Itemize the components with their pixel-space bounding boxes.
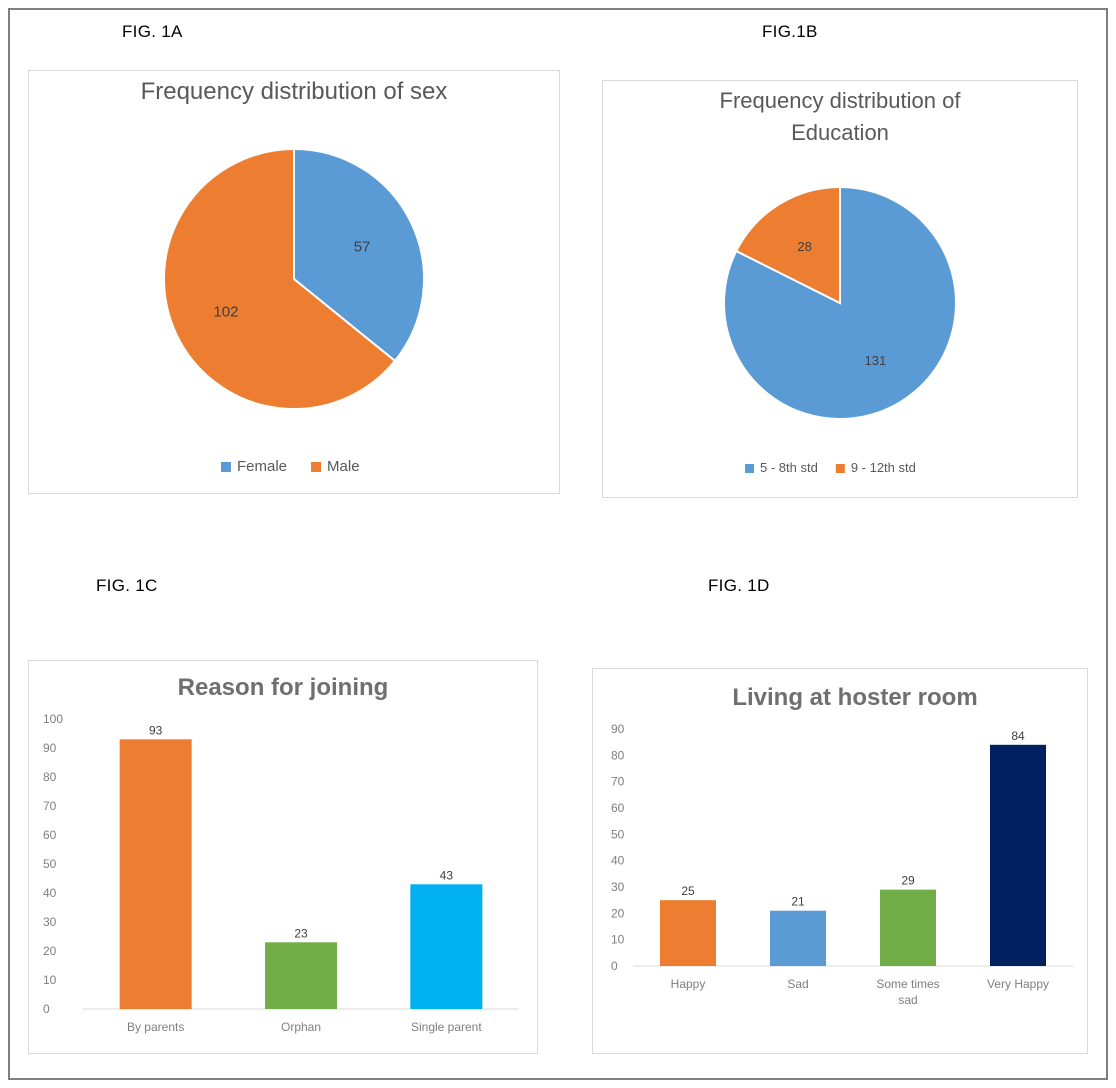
data-label: 23 <box>294 926 308 940</box>
x-tick-label: sad <box>898 993 917 1007</box>
y-tick-label: 80 <box>43 770 57 784</box>
legend-swatch <box>311 462 322 472</box>
y-tick-label: 40 <box>43 886 57 900</box>
legend-entry: 9 - 12th std <box>851 460 916 475</box>
y-tick-label: 30 <box>611 880 625 894</box>
legend-entry: 5 - 8th std <box>760 460 818 475</box>
bar-chart-living-at-hoster-room: Living at hoster room 0 10 20 30 40 50 60 70 80 90… <box>611 684 1073 1007</box>
data-label: 93 <box>149 723 163 737</box>
y-tick-label: 80 <box>611 748 625 762</box>
y-tick-label: 60 <box>43 828 57 842</box>
legend-entry: Male <box>327 458 360 475</box>
pie-chart-education: Frequency distribution of Education 131 28 5… <box>720 88 962 475</box>
bar-chart-reason-for-joining: Reason for joining 0 10 20 30 40 50 60 70 80 90 100… <box>43 674 519 1034</box>
x-tick-label: Some times <box>876 977 939 991</box>
pie-slice <box>734 185 841 305</box>
y-tick-label: 20 <box>43 944 57 958</box>
chart-title: Frequency distribution of <box>720 88 962 113</box>
data-label: 131 <box>865 353 887 368</box>
legend-swatch <box>745 464 754 473</box>
chart-panel-reason-for-joining: Reason for joining 0 10 20 30 40 50 60 70 80 90 100… <box>28 660 538 1054</box>
pie-slice <box>723 185 957 420</box>
y-tick-label: 0 <box>611 959 618 973</box>
data-label: 29 <box>901 874 915 888</box>
bar <box>410 884 483 1009</box>
x-tick-label: Orphan <box>281 1020 321 1034</box>
chart-title: Frequency distribution of sex <box>141 78 448 105</box>
chart-title: Education <box>791 120 889 145</box>
fig-1c-label: FIG. 1C <box>96 576 158 595</box>
chart-panel-sex: Frequency distribution of sex 57 102 Female… <box>28 70 560 494</box>
x-tick-label: Happy <box>671 977 706 991</box>
y-tick-label: 50 <box>611 827 625 841</box>
bar <box>265 942 337 1009</box>
pie-chart-sex: Frequency distribution of sex 57 102 Female… <box>141 78 448 475</box>
x-tick-label: Very Happy <box>987 977 1049 991</box>
pie-slice <box>293 147 425 363</box>
legend-entry: Female <box>237 458 287 475</box>
chart-panel-education: Frequency distribution of Education 131 28 5… <box>602 80 1078 498</box>
bar <box>770 910 826 966</box>
bar <box>660 900 716 966</box>
y-tick-label: 100 <box>43 712 63 726</box>
y-tick-label: 50 <box>43 857 57 871</box>
y-tick-label: 40 <box>611 854 625 868</box>
y-tick-label: 20 <box>611 906 625 920</box>
x-tick-label: Single parent <box>411 1020 482 1034</box>
y-tick-label: 90 <box>611 722 625 736</box>
bar <box>119 739 192 1009</box>
bar <box>990 744 1046 966</box>
y-tick-label: 10 <box>611 933 625 947</box>
data-label: 102 <box>213 303 238 320</box>
bar <box>880 889 936 966</box>
legend-swatch <box>835 464 845 473</box>
fig-1b-label: FIG.1B <box>762 22 818 41</box>
data-label: 57 <box>354 239 371 256</box>
legend-swatch <box>221 462 231 472</box>
chart-panel-living-at-hoster-room: Living at hoster room 0 10 20 30 40 50 60 70 80 90… <box>592 668 1088 1054</box>
data-label: 25 <box>681 884 695 898</box>
y-tick-label: 10 <box>43 973 57 987</box>
data-label: 21 <box>791 895 805 909</box>
data-label: 28 <box>797 239 811 254</box>
x-tick-label: Sad <box>787 977 808 991</box>
data-label: 43 <box>440 868 454 882</box>
y-tick-label: 30 <box>43 915 57 929</box>
data-label: 84 <box>1011 729 1025 743</box>
figure-frame <box>8 8 1108 1080</box>
chart-title: Reason for joining <box>178 674 389 701</box>
y-tick-label: 70 <box>611 775 625 789</box>
fig-1d-label: FIG. 1D <box>708 576 770 595</box>
x-tick-label: By parents <box>127 1020 184 1034</box>
chart-title: Living at hoster room <box>732 684 977 711</box>
y-tick-label: 90 <box>43 741 57 755</box>
y-tick-label: 60 <box>611 801 625 815</box>
y-tick-label: 70 <box>43 799 57 813</box>
pie-slice <box>163 147 397 410</box>
y-tick-label: 0 <box>43 1002 50 1016</box>
fig-1a-label: FIG. 1A <box>122 22 183 41</box>
